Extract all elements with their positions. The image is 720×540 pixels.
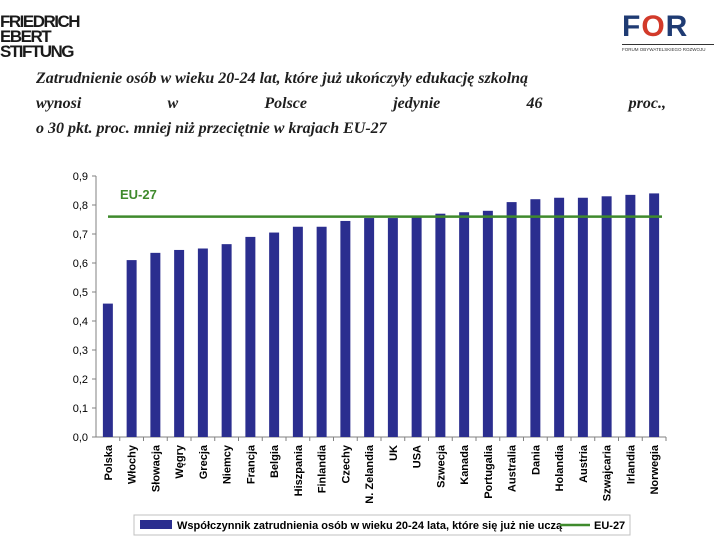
x-tick-label: Francja	[245, 444, 257, 484]
legend-box	[133, 514, 631, 536]
y-tick-label: 0,0	[73, 432, 88, 444]
bar	[649, 193, 660, 437]
x-tick-label: Holandia	[554, 444, 566, 491]
x-tick-label: Dania	[530, 444, 542, 475]
bar	[625, 194, 636, 437]
bar	[269, 232, 280, 437]
heading-line-2: wynosi w Polsce jedynie 46 proc.,	[36, 91, 666, 116]
x-tick-label: Hiszpania	[293, 444, 305, 496]
x-tick-label: Irlandia	[625, 444, 637, 484]
x-tick-label: UK	[388, 445, 400, 461]
bar	[482, 210, 493, 437]
bar	[459, 212, 470, 437]
for-logo: FOR FORUM OBYWATELSKIEGO ROZWOJU	[622, 12, 714, 56]
y-tick-label: 0,2	[73, 374, 88, 386]
bar	[221, 244, 232, 437]
y-tick-label: 0,4	[73, 316, 88, 328]
fes-logo: FRIEDRICH EBERT STIFTUNG	[0, 12, 81, 72]
x-tick-label: Węgry	[174, 444, 186, 479]
y-tick-label: 0,6	[73, 258, 88, 270]
x-tick-label: Szwecja	[435, 444, 447, 488]
heading-word: proc.,	[628, 95, 666, 112]
bar	[411, 216, 422, 437]
x-tick-label: Norwegia	[649, 444, 661, 494]
x-tick-label: Belgia	[269, 444, 281, 478]
x-tick-label: Niemcy	[222, 444, 234, 484]
heading-word: 46	[526, 95, 543, 112]
eu27-line-label: EU-27	[120, 187, 157, 202]
bar	[197, 248, 208, 437]
bar	[292, 226, 303, 437]
x-tick-label: Szwajcaria	[602, 444, 614, 501]
bar	[601, 196, 612, 437]
for-logo-subtitle: FORUM OBYWATELSKIEGO ROZWOJU	[622, 44, 714, 52]
legend-label-bars: Współczynnik zatrudnienia osób w wieku 2…	[177, 520, 563, 532]
x-tick-label: Kanada	[459, 444, 471, 485]
x-tick-label: USA	[412, 445, 424, 468]
y-tick-label: 0,3	[73, 345, 88, 357]
legend-swatch-bar	[140, 520, 172, 529]
bar	[316, 226, 327, 437]
bar	[174, 249, 185, 437]
y-tick-label: 0,8	[73, 200, 88, 212]
heading-word: Polsce	[264, 95, 308, 112]
y-tick-label: 0,5	[73, 287, 88, 299]
x-tick-label: Słowacja	[150, 444, 162, 492]
bar	[554, 197, 565, 437]
legend-label-line: EU-27	[594, 520, 625, 532]
bar	[126, 260, 137, 437]
fes-logo-line: EBERT	[0, 27, 52, 46]
x-tick-label: Australia	[507, 444, 519, 492]
x-tick-label: Austria	[578, 444, 590, 483]
x-tick-label: Czechy	[340, 444, 352, 483]
bar	[102, 303, 113, 437]
bar	[150, 252, 161, 437]
x-tick-label: Włochy	[127, 444, 139, 484]
bar	[506, 202, 517, 437]
fes-logo-line: STIFTUNG	[0, 42, 75, 61]
bar	[245, 236, 256, 437]
bar	[577, 197, 588, 437]
heading-word: wynosi	[36, 95, 82, 112]
x-tick-label: Finlandia	[317, 444, 329, 493]
x-tick-label: Polska	[103, 444, 115, 480]
x-tick-label: Portugalia	[483, 444, 495, 499]
for-logo-word: FOR	[622, 10, 689, 43]
bar	[435, 213, 446, 437]
y-tick-label: 0,9	[73, 171, 88, 183]
fes-logo-line: FRIEDRICH	[0, 12, 81, 31]
bar	[340, 220, 351, 437]
y-tick-label: 0,7	[73, 229, 88, 241]
bar	[364, 218, 375, 437]
heading-line-3: o 30 pkt. proc. mniej niż przeciętnie w …	[36, 120, 387, 137]
heading-word: w	[167, 95, 179, 112]
slide-heading: Zatrudnienie osób w wieku 20-24 lat, któ…	[36, 66, 666, 141]
heading-word: jedynie	[393, 95, 441, 112]
y-tick-label: 0,1	[73, 403, 88, 415]
bar	[387, 218, 398, 437]
heading-line-1: Zatrudnienie osób w wieku 20-24 lat, któ…	[36, 70, 529, 87]
x-tick-label: N. Zelandia	[364, 444, 376, 504]
bar	[530, 199, 541, 437]
x-tick-label: Grecja	[198, 444, 210, 479]
